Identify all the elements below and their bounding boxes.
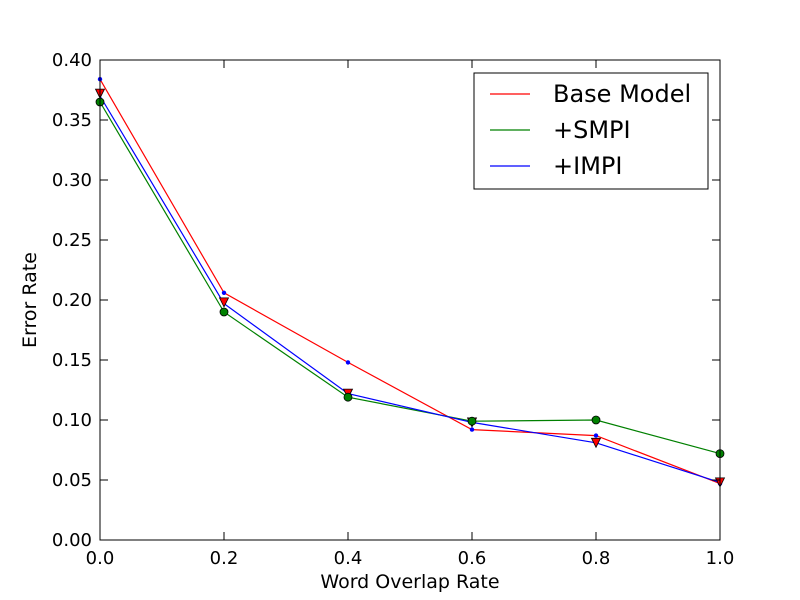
point-marker <box>221 290 227 295</box>
triangle-marker <box>218 297 230 308</box>
y-tick-label: 0.05 <box>52 470 92 491</box>
circle-marker <box>343 392 353 402</box>
x-axis-label: Word Overlap Rate <box>320 571 499 593</box>
series-line-1 <box>99 101 721 455</box>
marker-layer <box>94 77 726 488</box>
y-tick-label: 0.00 <box>52 530 92 551</box>
y-tick-label: 0.15 <box>52 350 92 371</box>
y-tick-label: 0.35 <box>52 110 92 131</box>
x-tick-label: 0.8 <box>582 548 611 569</box>
point-marker <box>345 360 351 365</box>
y-axis-label: Error Rate <box>19 252 41 348</box>
legend: Base Model +SMPI +IMPI <box>473 72 709 190</box>
y-tick-label: 0.30 <box>52 170 92 191</box>
legend-label-base-model: Base Model <box>553 80 691 108</box>
series-line-2 <box>99 95 721 483</box>
x-tick-label: 0.4 <box>334 548 363 569</box>
legend-box <box>473 72 709 190</box>
series-layer <box>99 78 721 485</box>
point-marker <box>469 427 475 432</box>
point-marker <box>593 433 599 438</box>
y-axis: 0.00 0.05 0.10 0.15 0.20 0.25 0.30 0.35 0.40 <box>52 50 720 551</box>
legend-label-impi: +IMPI <box>553 152 622 180</box>
circle-marker <box>219 307 229 317</box>
y-tick-label: 0.40 <box>52 50 92 71</box>
x-tick-label: 0.6 <box>458 548 487 569</box>
x-axis: 0.0 0.2 0.4 0.6 0.8 1.0 <box>86 60 735 569</box>
y-tick-label: 0.20 <box>52 290 92 311</box>
x-tick-label: 0.0 <box>86 548 115 569</box>
y-tick-label: 0.25 <box>52 230 92 251</box>
legend-label-smpi: +SMPI <box>553 116 631 144</box>
x-tick-label: 0.2 <box>210 548 239 569</box>
y-tick-label: 0.10 <box>52 410 92 431</box>
circle-marker <box>467 416 477 426</box>
series-line-0 <box>99 78 721 485</box>
triangle-marker <box>590 437 602 449</box>
circle-marker <box>591 415 601 425</box>
x-tick-label: 1.0 <box>706 548 735 569</box>
